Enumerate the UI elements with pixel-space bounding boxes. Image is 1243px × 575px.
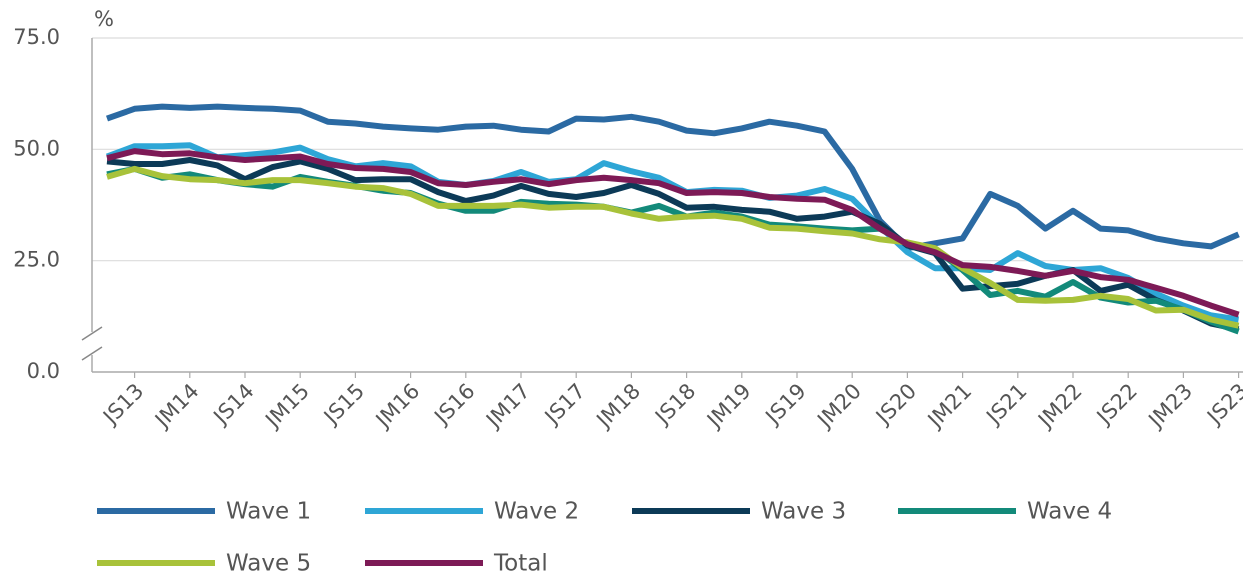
x-tick-label: JM17 (480, 379, 534, 433)
legend-label: Wave 2 (494, 499, 579, 525)
series-line (106, 165, 1240, 335)
x-tick-label: JS19 (760, 379, 811, 430)
x-tick-label: JM18 (591, 379, 645, 433)
y-tick-label: 50.0 (13, 136, 60, 160)
legend-label: Total (493, 551, 548, 575)
series-line (105, 142, 1240, 323)
x-tick-label: JS17 (539, 379, 590, 430)
series-line (105, 103, 1240, 252)
legend-label: Wave 5 (226, 551, 311, 575)
x-tick-label: JM23 (1143, 379, 1197, 433)
x-tick-label: JS23 (1201, 379, 1243, 430)
x-tick-label: JM15 (259, 379, 313, 433)
x-tick-label: JS14 (208, 379, 259, 430)
x-tick-label: JM16 (370, 379, 424, 433)
x-tick-label: JM14 (149, 379, 203, 433)
y-tick-label: 75.0 (13, 25, 60, 49)
legend-label: Wave 3 (761, 499, 846, 525)
y-unit-label: % (94, 7, 114, 31)
x-tick-label: JS21 (980, 379, 1031, 430)
x-tick-label: JM22 (1032, 379, 1086, 433)
x-tick-label: JS22 (1091, 379, 1142, 430)
axis-break (81, 346, 103, 361)
series-line (106, 165, 1240, 329)
grid (92, 37, 1243, 373)
axis-break (81, 326, 103, 341)
x-tick-label: JS13 (97, 379, 148, 430)
y-tick-label: 0.0 (27, 359, 60, 383)
x-tick-label: JS18 (649, 379, 700, 430)
legend-label: Wave 4 (1027, 499, 1112, 525)
x-tick-label: JS20 (870, 379, 921, 430)
x-tick-label: JM20 (811, 379, 865, 433)
x-tick-label: JS16 (428, 379, 479, 430)
x-tick-label: JM21 (922, 379, 976, 433)
legend-label: Wave 1 (226, 499, 311, 525)
series-line (106, 148, 1240, 318)
x-tick-label: JS15 (318, 379, 369, 430)
y-tick-label: 25.0 (13, 248, 60, 272)
x-tick-label: JM19 (701, 379, 755, 433)
